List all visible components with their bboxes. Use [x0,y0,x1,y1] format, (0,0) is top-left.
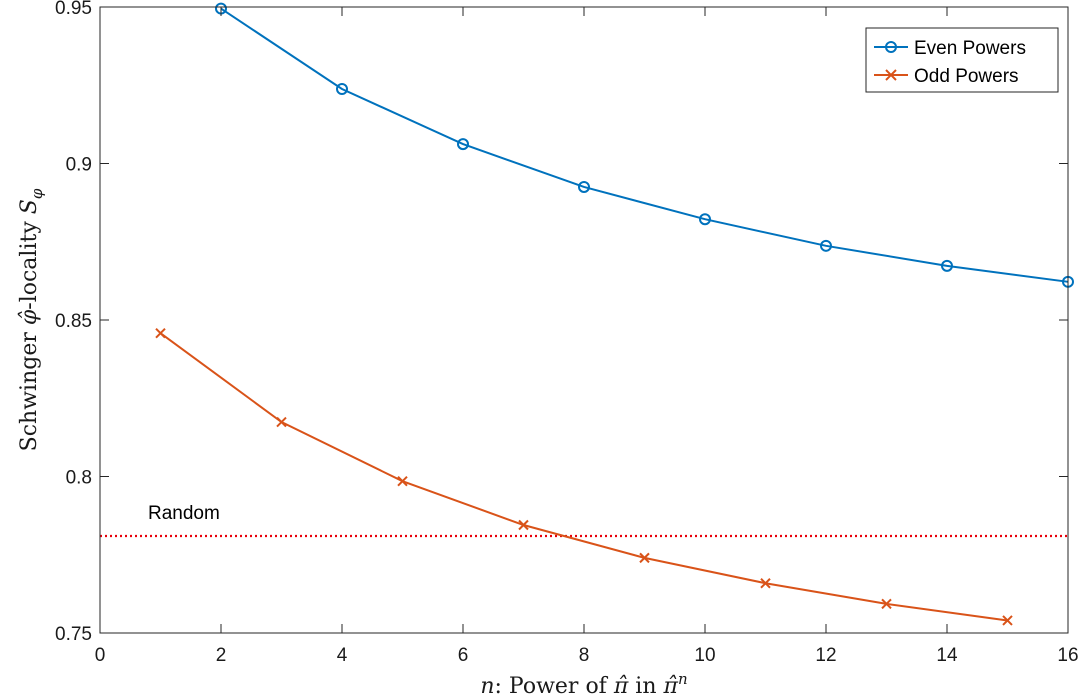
x-tick-label: 10 [694,645,715,666]
data-point-odd [881,598,892,610]
y-tick-label: 0.95 [55,0,92,19]
x-tick-label: 8 [579,645,590,666]
data-point-even [699,213,711,226]
y-tick-label: 0.8 [66,468,92,489]
data-point-odd [155,327,166,339]
legend-marker-odd [885,69,897,81]
x-tick-label: 14 [936,645,958,666]
data-point-odd [276,416,287,428]
data-point-even [336,83,348,96]
x-tick-label: 16 [1057,645,1078,666]
series-line-even [220,7,1069,283]
data-point-odd [397,475,408,487]
series-line-odd [159,332,1008,622]
y-tick-label: 0.85 [55,311,92,332]
y-axis-label: Schwinger φ̂-locality Sφ [17,188,46,451]
annotation-random: Random [148,503,220,524]
x-tick-label: 4 [337,645,348,666]
x-tick-label: 12 [815,645,836,666]
legend-item-even: Even Powers [874,38,1026,59]
data-point-even [578,180,590,193]
legend-box [865,27,1059,93]
x-axis-label: n: Power of π̂ in π̂n [480,670,687,698]
plot-area [100,7,1068,633]
data-point-odd [639,552,650,564]
data-point-odd [760,578,771,589]
data-point-even [457,138,469,151]
tick-layer: 0 2 4 6 8 10 12 14 16 0.75 0.8 0.85 0.9 0.95 [55,0,1079,666]
legend-item-odd: Odd Powers [874,66,1019,87]
y-tick-label: 0.75 [55,624,92,645]
data-point-odd [1002,615,1013,626]
data-point-even [941,259,953,272]
legend-label-even: Even Powers [914,38,1026,59]
data-point-even [820,239,832,252]
legend-marker-even [885,41,897,53]
x-tick-label: 2 [216,645,227,666]
legend: Even Powers Odd Powers [865,27,1059,93]
x-tick-label: 0 [95,645,106,666]
x-tick-label: 6 [458,645,469,666]
y-tick-label: 0.9 [66,155,92,176]
data-point-odd [518,519,529,531]
legend-label-odd: Odd Powers [914,66,1019,87]
series-layer [155,2,1074,626]
